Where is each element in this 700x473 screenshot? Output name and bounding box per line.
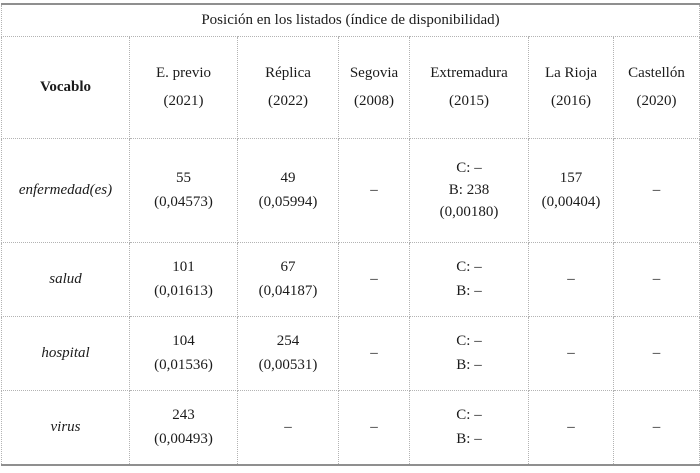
- cell-line: 243: [172, 407, 195, 423]
- header-vocablo: Vocablo: [1, 36, 130, 139]
- cell-line: 101: [172, 259, 195, 275]
- header-la-rioja: La Rioja (2016): [528, 36, 614, 139]
- cell-line: –: [652, 419, 661, 435]
- cell-line: (0,00180): [439, 204, 499, 220]
- cell-line: 67: [280, 259, 296, 275]
- cell-line: 104: [172, 333, 195, 349]
- cell-line: (0,05994): [258, 194, 318, 210]
- cell-line: (0,00493): [154, 431, 213, 447]
- cell-hospital-e-previo: 104 (0,01536): [129, 316, 238, 391]
- cell-line: –: [652, 271, 661, 287]
- header-year: (2008): [354, 93, 394, 109]
- cell-line: C: –: [456, 333, 482, 349]
- cell-line: C: –: [456, 407, 482, 423]
- cell-enfermedad-castellon: –: [612, 138, 700, 243]
- cell-virus-la-rioja: –: [528, 390, 614, 466]
- table-title: Posición en los listados (índice de disp…: [0, 3, 700, 37]
- cell-line: –: [567, 419, 575, 435]
- cell-virus-replica: –: [237, 390, 339, 466]
- cell-line: B: –: [456, 357, 482, 373]
- cell-line: C: –: [456, 160, 482, 176]
- cell-salud-extremadura: C: – B: –: [409, 242, 529, 317]
- cell-salud-e-previo: 101 (0,01613): [129, 242, 238, 317]
- table-row-hospital: hospital 104 (0,01536) 254 (0,00531) – C…: [1, 316, 700, 391]
- cell-line: (0,04187): [258, 283, 318, 299]
- table-row-virus: virus 243 (0,00493) – – C: – B: – – –: [1, 390, 700, 466]
- cell-line: B: –: [456, 431, 482, 447]
- header-extremadura: Extremadura (2015): [409, 36, 529, 139]
- cell-line: (0,01613): [154, 283, 213, 299]
- header-segovia: Segovia (2008): [338, 36, 410, 139]
- cell-virus-e-previo: 243 (0,00493): [129, 390, 238, 466]
- cell-line: 254: [276, 333, 300, 349]
- cell-line: –: [370, 271, 378, 287]
- header-year: (2015): [449, 93, 489, 109]
- header-name: Segovia: [349, 65, 399, 81]
- cell-line: –: [370, 419, 378, 435]
- header-year: (2022): [268, 93, 308, 109]
- cell-line: –: [567, 345, 575, 361]
- header-name: La Rioja: [544, 65, 598, 81]
- cell-line: –: [370, 345, 378, 361]
- header-year: (2020): [636, 93, 677, 109]
- cell-salud-la-rioja: –: [528, 242, 614, 317]
- header-year: (2021): [163, 93, 204, 109]
- header-replica: Réplica (2022): [237, 36, 339, 139]
- header-e-previo: E. previo (2021): [129, 36, 238, 139]
- cell-line: –: [567, 271, 575, 287]
- table-title-row: Posición en los listados (índice de disp…: [0, 3, 700, 37]
- availability-table: Posición en los listados (índice de disp…: [0, 3, 700, 466]
- cell-hospital-segovia: –: [338, 316, 410, 391]
- vocab-salud: salud: [1, 242, 130, 317]
- cell-line: (0,01536): [154, 357, 213, 373]
- cell-salud-castellon: –: [612, 242, 700, 317]
- cell-line: B: 238: [448, 182, 490, 198]
- vocab-hospital: hospital: [1, 316, 130, 391]
- table-row-enfermedad: enfermedad(es) 55 (0,04573) 49 (0,05994)…: [1, 138, 700, 243]
- table-header-row: Vocablo E. previo (2021) Réplica (2022) …: [1, 36, 700, 139]
- cell-enfermedad-replica: 49 (0,05994): [237, 138, 339, 243]
- cell-line: C: –: [456, 259, 482, 275]
- cell-enfermedad-segovia: –: [338, 138, 410, 243]
- header-name: Castellón: [628, 65, 685, 81]
- cell-hospital-extremadura: C: – B: –: [409, 316, 529, 391]
- cell-enfermedad-la-rioja: 157 (0,00404): [528, 138, 614, 243]
- cell-hospital-replica: 254 (0,00531): [237, 316, 339, 391]
- cell-hospital-la-rioja: –: [528, 316, 614, 391]
- cell-hospital-castellon: –: [612, 316, 700, 391]
- cell-line: 49: [280, 170, 296, 186]
- cell-virus-castellon: –: [612, 390, 700, 466]
- header-name: E. previo: [156, 65, 211, 81]
- vocab-enfermedad: enfermedad(es): [1, 138, 130, 243]
- cell-line: (0,00531): [258, 357, 318, 373]
- cell-line: 55: [176, 170, 191, 186]
- cell-virus-segovia: –: [338, 390, 410, 466]
- cell-virus-extremadura: C: – B: –: [409, 390, 529, 466]
- cell-line: B: –: [456, 283, 482, 299]
- header-name: Extremadura: [430, 65, 508, 81]
- cell-line: –: [370, 182, 378, 198]
- cell-salud-replica: 67 (0,04187): [237, 242, 339, 317]
- header-castellon: Castellón (2020): [612, 36, 700, 139]
- vocab-virus: virus: [1, 390, 130, 466]
- cell-enfermedad-extremadura: C: – B: 238 (0,00180): [409, 138, 529, 243]
- cell-line: –: [652, 345, 661, 361]
- cell-enfermedad-e-previo: 55 (0,04573): [129, 138, 238, 243]
- cell-line: (0,04573): [154, 194, 213, 210]
- cell-line: 157: [559, 170, 583, 186]
- table-row-salud: salud 101 (0,01613) 67 (0,04187) – C: – …: [1, 242, 700, 317]
- cell-line: –: [284, 419, 292, 435]
- header-name: Réplica: [265, 65, 311, 81]
- cell-line: –: [652, 182, 661, 198]
- cell-salud-segovia: –: [338, 242, 410, 317]
- cell-line: (0,00404): [541, 194, 601, 210]
- header-year: (2016): [551, 93, 591, 109]
